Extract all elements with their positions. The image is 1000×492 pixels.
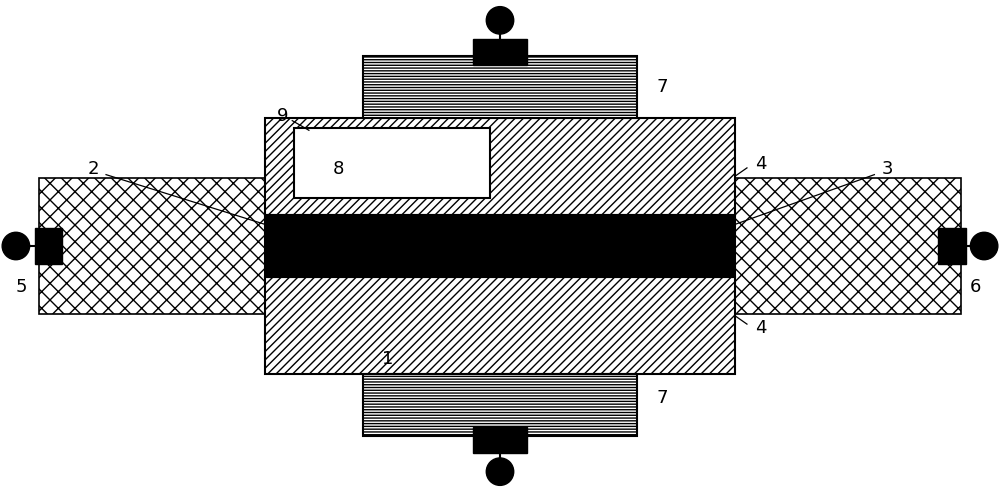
Text: 1: 1 — [382, 350, 394, 368]
Text: 3: 3 — [881, 160, 893, 178]
Text: 5: 5 — [16, 278, 28, 296]
Ellipse shape — [2, 232, 30, 260]
Text: 9: 9 — [277, 107, 288, 125]
Text: 4: 4 — [755, 319, 766, 337]
Bar — [363, 374, 637, 436]
Bar — [473, 39, 527, 65]
Text: 7: 7 — [657, 389, 668, 407]
Bar — [938, 228, 966, 264]
Ellipse shape — [486, 458, 514, 486]
Bar — [735, 179, 961, 313]
Text: 6: 6 — [970, 278, 981, 296]
Bar — [265, 277, 735, 374]
Bar — [265, 118, 735, 215]
Text: 2: 2 — [88, 160, 99, 178]
Ellipse shape — [486, 6, 514, 34]
Text: 8: 8 — [333, 160, 344, 178]
Text: 4: 4 — [755, 155, 766, 173]
Ellipse shape — [970, 232, 998, 260]
Bar — [473, 427, 527, 453]
Bar — [39, 179, 265, 313]
Bar — [294, 128, 490, 198]
Bar — [363, 56, 637, 118]
Text: 7: 7 — [657, 78, 668, 96]
Bar — [265, 215, 735, 277]
Bar — [34, 228, 62, 264]
